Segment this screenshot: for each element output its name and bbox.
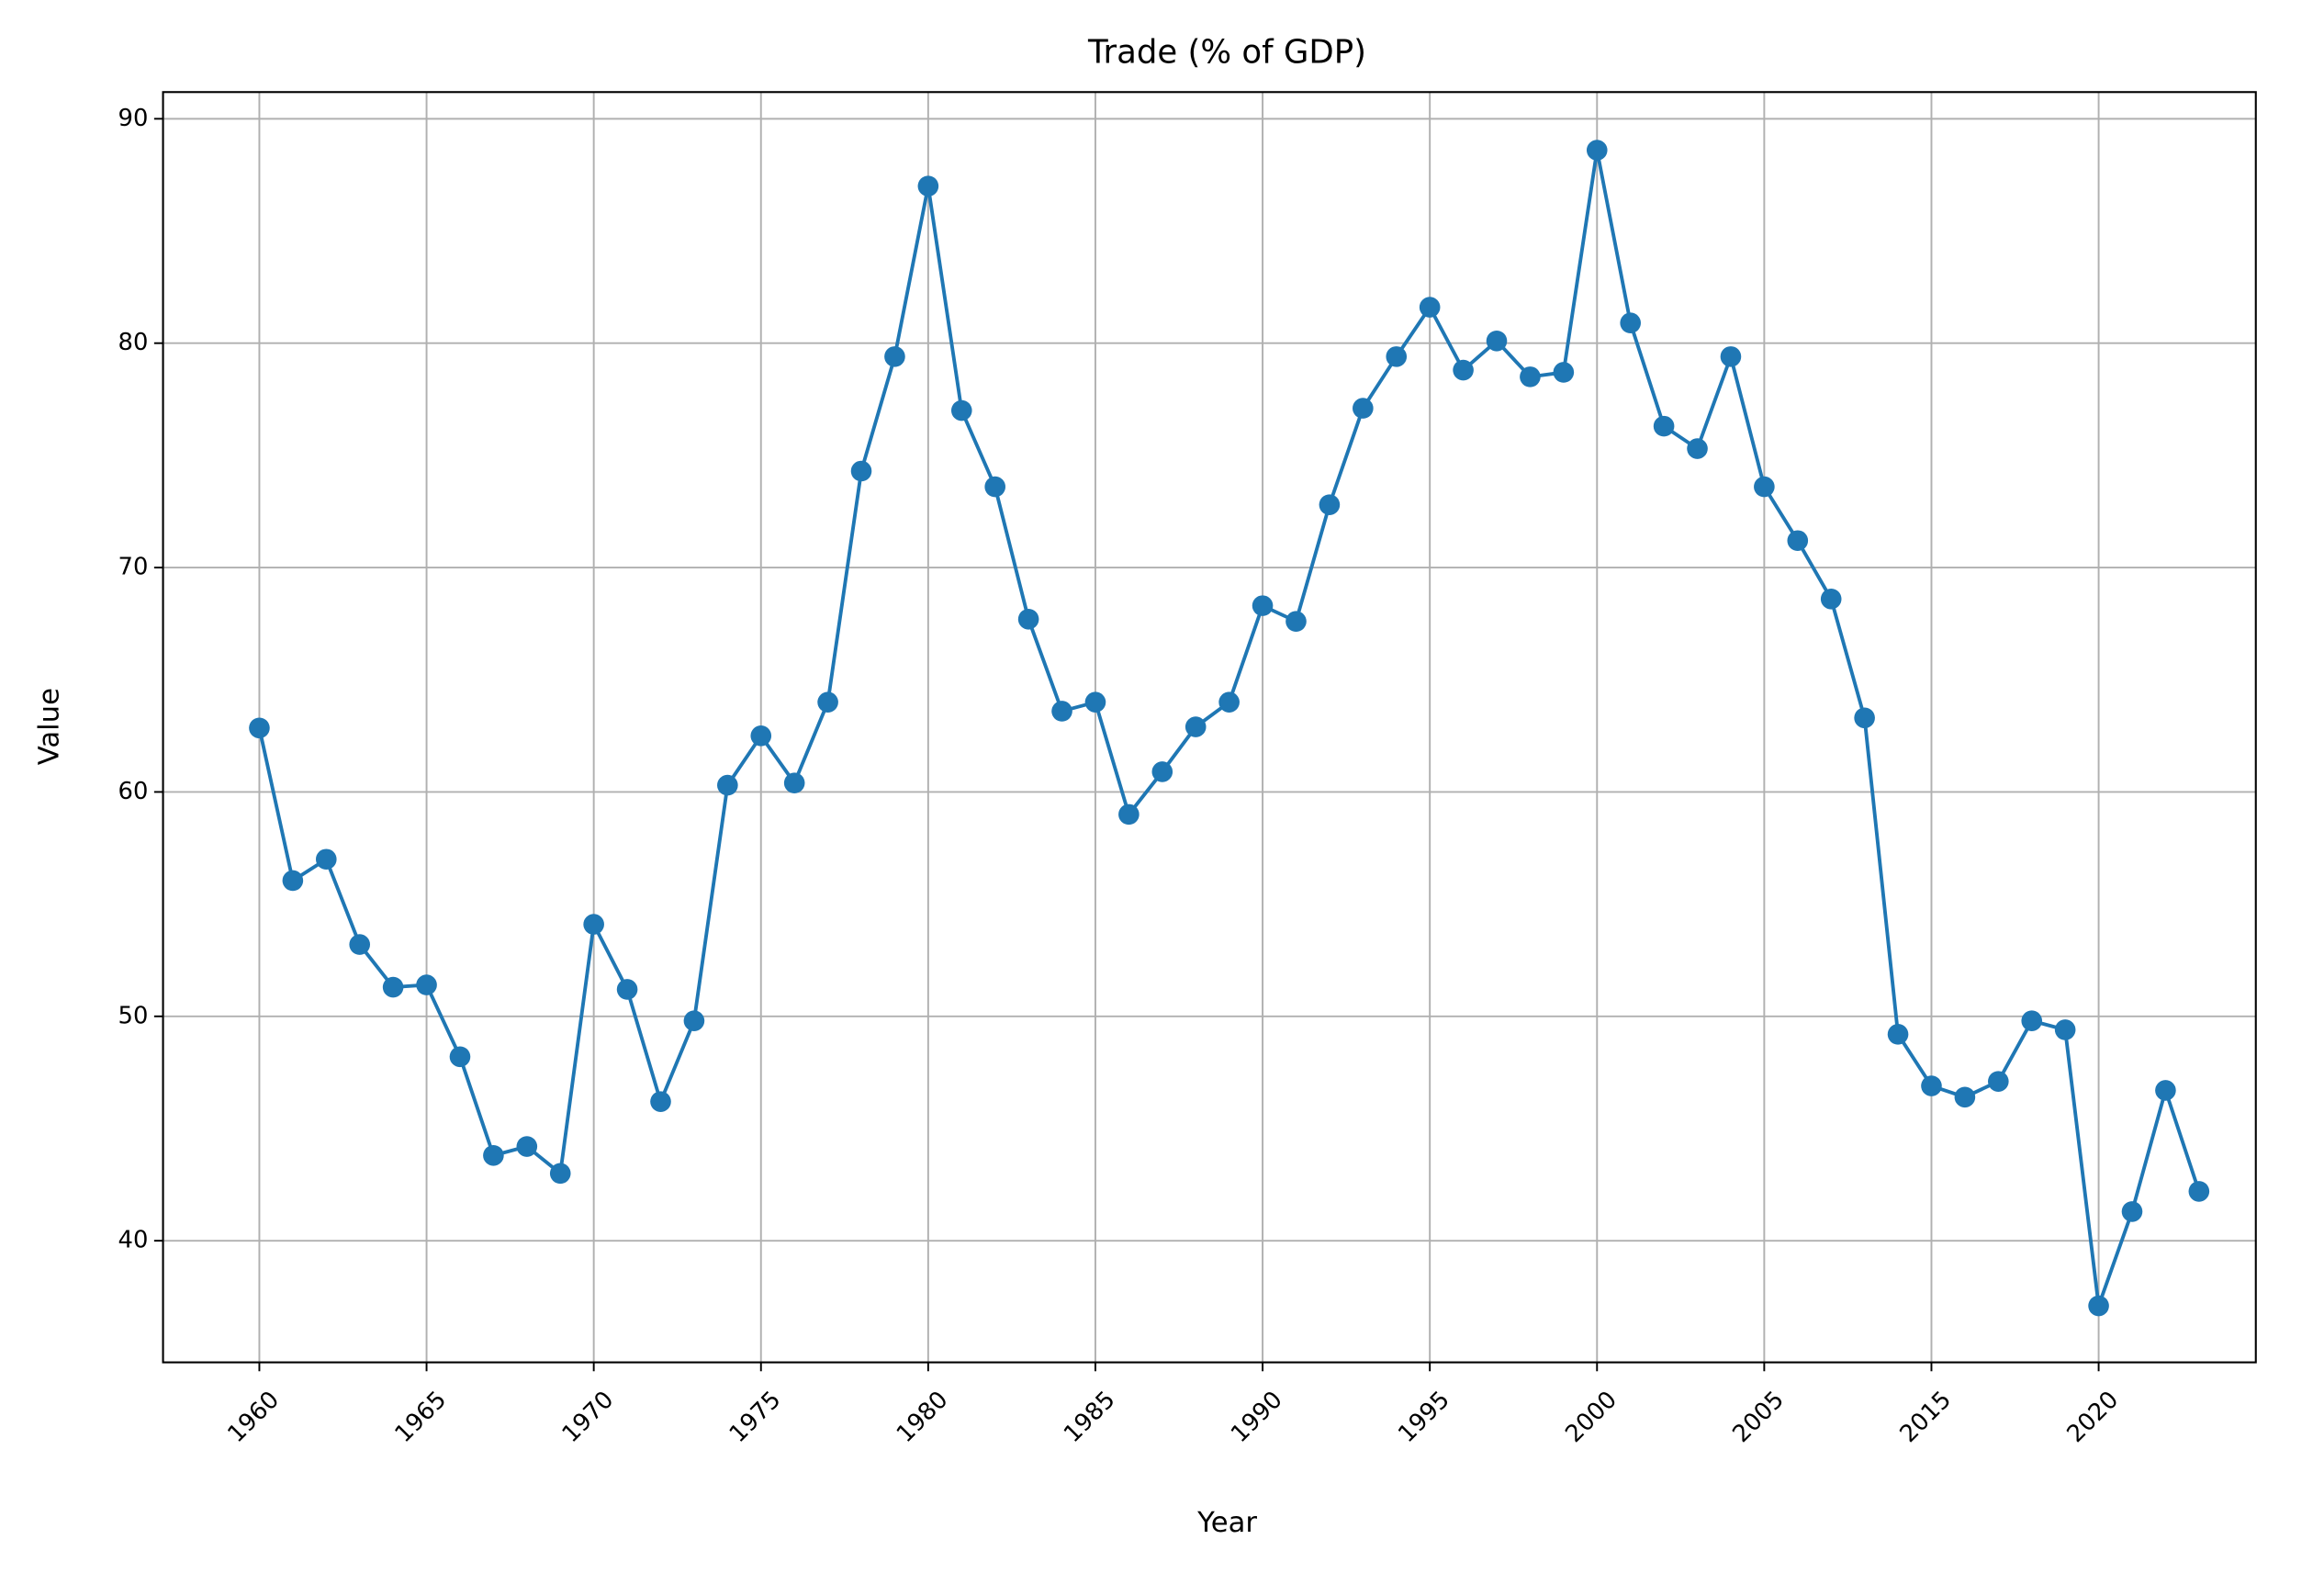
data-point [416,974,437,995]
data-point [449,1046,471,1068]
data-point [1084,691,1106,713]
data-point [917,175,939,197]
data-point [1653,415,1675,437]
x-tick-label: 1965 [390,1386,453,1448]
data-point [1218,691,1240,713]
data-point [1988,1071,2009,1092]
y-tick-label: 70 [118,554,149,581]
data-point [683,1010,705,1031]
data-point [349,934,371,955]
x-tick-label: 1970 [557,1386,620,1448]
data-point [549,1163,571,1185]
y-tick-label: 90 [118,105,149,132]
data-point [1854,707,1875,729]
data-point [1252,595,1274,616]
data-point [1118,803,1140,826]
data-point [984,476,1005,498]
data-point [2188,1181,2210,1202]
data-point [583,914,604,935]
data-point [950,399,972,421]
x-tick-label: 1990 [1226,1386,1288,1448]
data-point [382,976,404,998]
data-point [1386,346,1408,367]
data-point [2121,1201,2143,1222]
data-point [1486,330,1508,352]
line-path [257,150,2201,1307]
data-point [483,1144,504,1166]
data-point [750,725,772,747]
data-point [850,460,872,482]
y-tick-label: 80 [118,329,149,356]
data-point [1319,494,1341,515]
data-point [1887,1024,1909,1045]
x-tick-label: 1975 [724,1386,787,1448]
data-point [1353,398,1374,419]
data-point [783,772,805,793]
data-point [817,691,838,713]
data-point [1453,359,1474,381]
y-tick-label: 60 [118,778,149,805]
data-point [1520,366,1541,388]
x-axis-label: Year [1196,1507,1257,1539]
x-tick-label: 1995 [1393,1386,1455,1448]
x-tick-label: 2015 [1894,1386,1957,1448]
data-point [1687,438,1708,459]
y-tick-label: 40 [118,1227,149,1254]
y-tick-label: 50 [118,1002,149,1029]
data-point [1921,1075,1942,1096]
data-point [2021,1010,2043,1031]
data-point [516,1136,538,1157]
data-point [1620,312,1641,334]
data-point [2088,1295,2109,1317]
data-point [1151,761,1173,782]
data-point [1184,716,1207,737]
data-point [1553,362,1575,383]
x-tick-label: 2005 [1727,1386,1790,1448]
data-point [1419,297,1441,318]
data-point [1051,701,1072,722]
x-tick-label: 2000 [1560,1386,1622,1448]
data-point [650,1091,671,1112]
data-point [1954,1086,1976,1108]
data-point [616,979,638,1000]
x-tick-label: 1980 [892,1386,954,1448]
data-point [1285,611,1307,633]
data-point [884,346,905,367]
data-point [1754,476,1775,498]
chart-title: Trade (% of GDP) [1087,33,1366,71]
x-tick-label: 1960 [222,1386,285,1448]
data-point [1017,608,1039,630]
data-point [249,717,270,739]
data-point [717,774,738,796]
data-point [1586,140,1608,161]
data-point [315,848,337,871]
x-tick-label: 2020 [2062,1386,2125,1448]
data-point [1720,346,1742,367]
data-point [282,870,304,892]
y-axis-label: Value [33,688,65,765]
data-point [2054,1019,2076,1040]
x-tick-label: 1985 [1059,1386,1121,1448]
data-point [1820,588,1842,610]
plot-frame [162,91,2257,1364]
data-point [2155,1080,2176,1101]
data-point [1787,530,1809,552]
